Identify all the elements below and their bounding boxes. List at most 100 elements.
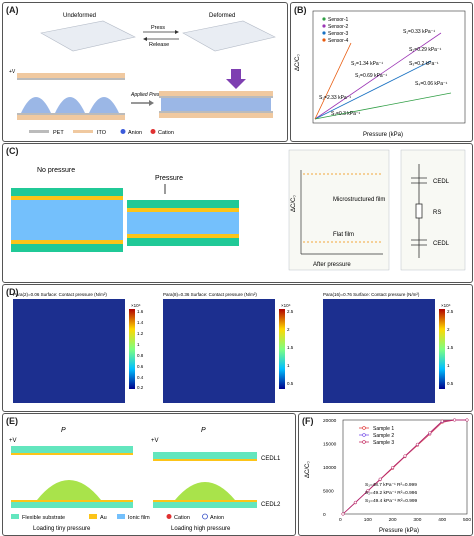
chart-axes [342, 419, 468, 515]
right-vplus: +V [151, 438, 159, 444]
panel-f: (F) ΔC/C₀ Pressure (kPa) 0 100 200 300 400 50… [298, 413, 473, 536]
legend-ito: ITO [97, 130, 107, 136]
chart-legend: Sample 1 Sample 2 Sample 3 [359, 426, 394, 446]
panel-b-ylabel: ΔC/C₀ [295, 54, 301, 71]
anion-swatch [202, 513, 208, 520]
data-point [465, 418, 469, 422]
heatmap-3-tick-1: 2 [447, 327, 450, 332]
cedl-bottom-label: CEDL [433, 241, 450, 247]
panel-b-legend: Sensor-1 Sensor-2 Sensor-3 Sensor-4 [322, 17, 349, 44]
data-point [403, 454, 407, 458]
y-tick-label: 0 [323, 512, 326, 518]
heatmap-2-title: Para(8)=0.36 Surface: Contact pressure (… [163, 292, 257, 297]
release-label: Release [149, 42, 169, 48]
au-swatch [89, 514, 97, 519]
annotation-s1: S₁=48.7 kPa⁻¹ R²=0.999 [365, 482, 417, 488]
heatmap-3-tick-2: 1.5 [447, 345, 454, 350]
y-tick-label: 15000 [323, 442, 337, 448]
y-tick-label: 20000 [323, 418, 337, 424]
applied-pressure-label: Applied Pressure [130, 92, 169, 98]
pet-swatch [29, 130, 49, 133]
heatmap-1-tick-5: 0.6 [137, 364, 144, 369]
heatmap-2-tick-1: 2 [287, 327, 290, 332]
heatmap-3-tick-4: 0.5 [447, 381, 454, 386]
data-point [378, 477, 382, 481]
y-tick-label: 10000 [323, 465, 337, 471]
chart-ylabel: ΔC/C₀ [305, 461, 311, 478]
flexible-substrate-swatch [11, 514, 19, 519]
right-p-label: P [201, 427, 206, 434]
data-point [341, 512, 345, 516]
panel-c: (C) No pressure Pressure ΔC/C₀ Microstru… [2, 143, 473, 283]
caption-left: Loading tiny pressure [33, 526, 91, 532]
heatmap-1-tick-2: 1.2 [137, 331, 144, 336]
microstructured-label: Microstructured film [333, 197, 385, 203]
heatmap-1-scale-exponent: ×10⁴ [131, 303, 141, 308]
undeformed-label: Undeformed [63, 13, 96, 19]
annotation-s4: S₄=0.06 kPa⁻¹ [415, 81, 448, 87]
heatmap-1-tick-4: 0.8 [137, 353, 144, 358]
heatmap-1: Para(2)=0.06 Surface: Contact pressure (… [13, 292, 144, 403]
no-pressure-label: No pressure [37, 167, 75, 174]
anion-swatch [120, 129, 126, 134]
heatmap-2-scale-exponent: ×10⁴ [281, 303, 291, 308]
heatmap-1-tick-6: 0.4 [137, 375, 144, 380]
panel-d-label: (D) [6, 287, 19, 297]
after-pressure-label: After pressure [313, 262, 351, 268]
data-point [428, 431, 432, 435]
data-point [391, 466, 395, 470]
heatmap-1-tick-1: 1.4 [137, 320, 144, 325]
annotation-s8: S₁=0.3 kPa⁻¹ [331, 111, 361, 117]
panel-a: (A) Undeformed Deformed Press Release +V [2, 2, 288, 142]
data-point [415, 442, 419, 446]
cation-swatch [166, 514, 172, 519]
panel-b-chart: ΔC/C₀ Pressure (kPa) Sensor-1 Sensor-2 S… [295, 10, 466, 138]
panel-f-label: (F) [302, 416, 314, 426]
legend-sensor-2: Sensor-2 [328, 24, 349, 30]
caption-right: Loading high pressure [171, 526, 231, 532]
heatmap-3: Para(16)=0.76 Surface: Contact pressure … [323, 292, 454, 403]
heatmap-3-title: Para(16)=0.76 Surface: Contact pressure … [323, 292, 420, 297]
heatmap-1-title: Para(2)=0.06 Surface: Contact pressure (… [13, 292, 107, 297]
legend-sensor-1: Sensor-1 [328, 17, 349, 23]
annotation-s3: S₃=49.4 kPa⁻¹ R²=0.999 [365, 498, 418, 504]
right-film-stack [127, 200, 239, 246]
heatmap-1-tick-0: 1.6 [137, 309, 144, 314]
left-vplus: +V [9, 69, 16, 75]
panel-e: (E) +V P +V P CEDL1 CEDL2 Flexible subst… [2, 413, 296, 536]
panel-a-diagram: Undeformed Deformed Press Release +V App… [9, 13, 276, 136]
circuit-box [400, 149, 466, 271]
x-tick-label: 500 [463, 517, 471, 523]
left-device [17, 73, 125, 120]
annotation-s6: S₁=0.69 kPa⁻¹ [355, 73, 387, 79]
panel-a-label: (A) [6, 5, 19, 15]
legend-pet: PET [53, 130, 64, 136]
heatmap-2-tick-0: 2.5 [287, 309, 294, 314]
deformed-label: Deformed [209, 13, 235, 19]
panel-d-heatmaps: Para(2)=0.06 Surface: Contact pressure (… [13, 292, 454, 403]
panel-e-label: (E) [6, 416, 18, 426]
panel-d: (D) Para(2)=0.06 Surface: Contact pressu… [2, 284, 473, 412]
resistor-symbol [415, 203, 423, 219]
left-p-label: P [61, 427, 66, 434]
panel-b-label: (B) [294, 5, 307, 15]
x-tick-label: 0 [339, 517, 342, 523]
panel-c-ylabel: ΔC/C₀ [291, 195, 297, 212]
annotation-s2: S₂=0.29 kPa⁻¹ [409, 47, 442, 53]
legend-flexible-substrate: Flexible substrate [22, 515, 65, 521]
press-label: Press [151, 25, 165, 31]
legend-sensor-4: Sensor-4 [328, 38, 349, 44]
annotation-s5: S₁=1.34 kPa⁻¹ [351, 61, 383, 67]
ito-swatch [73, 130, 93, 133]
right-sensor [153, 452, 257, 508]
heatmap-3-tick-3: 1 [447, 363, 450, 368]
cedl-top-label: CEDL [433, 179, 450, 185]
y-tick-label: 5000 [323, 489, 334, 495]
panel-b: (B) ΔC/C₀ Pressure (kPa) Sensor-1 Sensor… [290, 2, 473, 142]
legend-ionic-film: Ionic film [128, 515, 150, 521]
annotation-s1: S₁=0.33 kPa⁻¹ [403, 29, 435, 35]
deformed-film [182, 20, 276, 52]
heatmap-2: Para(8)=0.36 Surface: Contact pressure (… [163, 292, 294, 403]
data-point [353, 500, 357, 504]
data-point [440, 419, 444, 423]
